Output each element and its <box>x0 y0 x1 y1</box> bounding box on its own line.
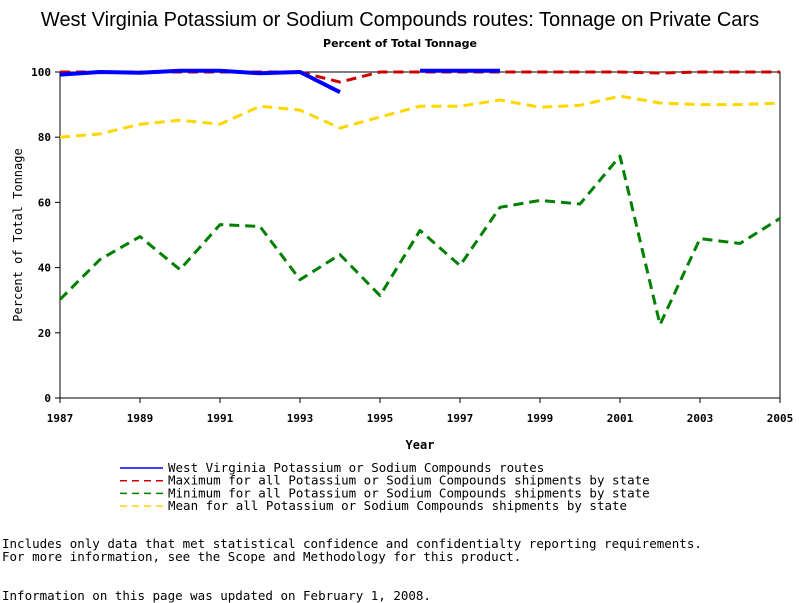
y-tick-label: 60 <box>38 196 51 209</box>
series-line <box>59 68 341 94</box>
legend-label: Minimum for all Potassium or Sodium Comp… <box>168 485 650 500</box>
series-line <box>58 154 781 327</box>
legend-label: West Virginia Potassium or Sodium Compou… <box>168 460 544 475</box>
series-line <box>60 70 780 84</box>
x-tick-label: 2001 <box>607 412 634 425</box>
y-tick-label: 0 <box>44 392 51 405</box>
chart-title: West Virginia Potassium or Sodium Compou… <box>41 9 759 31</box>
x-tick-label: 1989 <box>127 412 154 425</box>
y-tick-label: 100 <box>31 66 51 79</box>
plot-frame <box>59 71 781 399</box>
x-tick-label: 1993 <box>287 412 314 425</box>
x-tick-label: 1991 <box>207 412 234 425</box>
x-axis: 1987 1989 1991 1993 1995 1997 1999 2001 2003 2005 <box>47 398 794 425</box>
x-tick-label: 2003 <box>687 412 714 425</box>
y-tick-label: 20 <box>38 327 51 340</box>
series-layer <box>58 68 781 327</box>
x-axis-label: Year <box>406 438 435 452</box>
legend-label: Maximum for all Potassium or Sodium Comp… <box>168 473 650 488</box>
y-tick-label: 80 <box>38 131 51 144</box>
y-axis-label: Percent of Total Tonnage <box>11 148 25 321</box>
x-tick-label: 1999 <box>527 412 554 425</box>
note-confidence: Includes only data that met statistical … <box>2 536 702 551</box>
x-tick-label: 1995 <box>367 412 394 425</box>
y-tick-label: 40 <box>38 262 51 275</box>
legend-label: Mean for all Potassium or Sodium Compoun… <box>168 498 627 513</box>
x-tick-label: 1987 <box>47 412 74 425</box>
series-line <box>59 94 781 139</box>
y-axis: 0 20 40 60 80 100 <box>31 66 60 405</box>
note-methodology: For more information, see the Scope and … <box>2 549 522 564</box>
x-tick-label: 1997 <box>447 412 474 425</box>
note-updated: Information on this page was updated on … <box>2 588 431 603</box>
chart-subtitle: Percent of Total Tonnage <box>323 37 477 50</box>
legend: West Virginia Potassium or Sodium Compou… <box>120 460 650 513</box>
x-tick-label: 2005 <box>767 412 794 425</box>
